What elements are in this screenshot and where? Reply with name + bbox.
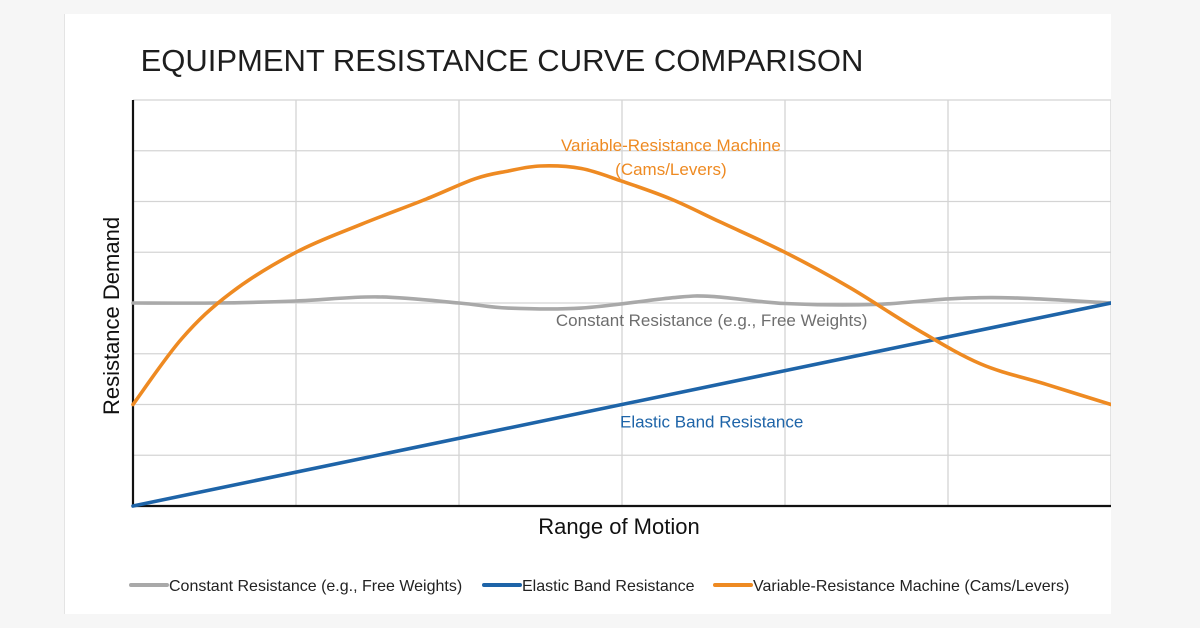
legend-item-constant: Constant Resistance (e.g., Free Weights) — [129, 578, 462, 595]
series-layer — [131, 164, 1111, 508]
legend-label: Variable-Resistance Machine (Cams/Levers… — [753, 578, 1069, 595]
plot-grid — [133, 99, 1111, 506]
legend-label: Constant Resistance (e.g., Free Weights) — [169, 578, 462, 595]
constant-resistance-label: Constant Resistance (e.g., Free Weights) — [556, 311, 868, 330]
variable-resistance-label-line2: (Cams/Levers) — [615, 160, 726, 179]
variable-resistance-label: Variable-Resistance Machine — [561, 136, 781, 155]
chart-title: EQUIPMENT RESISTANCE CURVE COMPARISON — [141, 43, 864, 78]
chart-legend: Constant Resistance (e.g., Free Weights)… — [129, 578, 1069, 595]
elastic-band-label: Elastic Band Resistance — [620, 412, 803, 431]
legend-label: Elastic Band Resistance — [522, 578, 695, 595]
x-axis-label: Range of Motion — [538, 514, 699, 539]
variable-resistance-line — [131, 164, 1111, 407]
legend-item-variable: Variable-Resistance Machine (Cams/Levers… — [713, 578, 1069, 595]
y-axis-label: Resistance Demand — [99, 217, 124, 415]
elastic-band-line — [131, 301, 1111, 508]
chart-svg: EQUIPMENT RESISTANCE CURVE COMPARISON Co… — [99, 43, 1111, 595]
series-labels: Constant Resistance (e.g., Free Weights)… — [556, 136, 868, 432]
chart-card: EQUIPMENT RESISTANCE CURVE COMPARISON Co… — [64, 14, 1111, 614]
legend-item-elastic: Elastic Band Resistance — [482, 578, 695, 595]
constant-resistance-line — [131, 294, 1111, 311]
